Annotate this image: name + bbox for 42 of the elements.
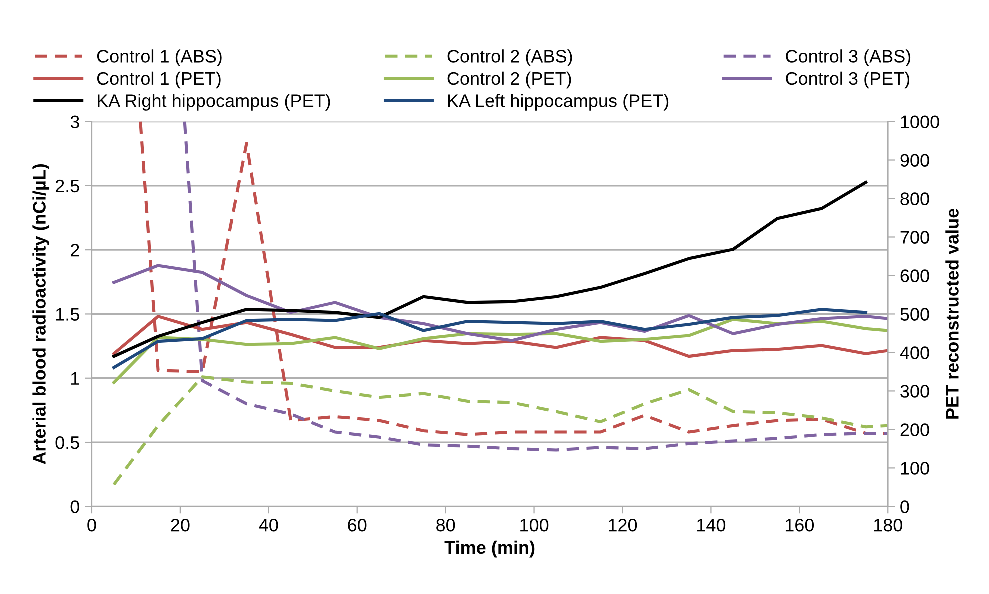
legend-label: KA Right hippocampus (PET) bbox=[98, 94, 330, 111]
y-tick-label: 3 bbox=[70, 116, 80, 128]
line-series bbox=[112, 308, 868, 370]
y-tick-label: 2 bbox=[71, 244, 80, 257]
x-tick-label: 100 bbox=[520, 518, 549, 532]
legend-label: Control 1 (PET) bbox=[97, 72, 221, 89]
y-axis-title: Arterial blood radioactivity (nCi/µL) bbox=[32, 164, 50, 464]
y2-tick-label: 900 bbox=[900, 154, 930, 167]
legend-label: Control 3 (ABS) bbox=[786, 50, 911, 66]
legend-label: Control 2 (PET) bbox=[448, 72, 572, 89]
y2-tick-label: 500 bbox=[900, 308, 930, 321]
y-tick-label: 0.5 bbox=[56, 436, 80, 450]
y-tick-label: 1 bbox=[72, 372, 80, 385]
y2-tick-label: 1000 bbox=[901, 116, 940, 128]
y2-tick-label: 400 bbox=[900, 346, 930, 360]
y-tick-label: 2.5 bbox=[56, 180, 80, 193]
y2-tick-label: 0 bbox=[900, 500, 910, 514]
x-tick-label: 180 bbox=[874, 518, 902, 532]
x-tick-label: 120 bbox=[609, 518, 638, 532]
y2-tick-label: 700 bbox=[900, 231, 930, 244]
y-tick-label: 1.5 bbox=[56, 308, 80, 321]
x-axis-title: Time (min) bbox=[444, 540, 535, 558]
x-tick-label: 0 bbox=[88, 518, 96, 532]
legend-label: KA Left hippocampus (PET) bbox=[448, 94, 669, 111]
y-tick-label: 0 bbox=[70, 500, 80, 514]
legend-label: Control 3 (PET) bbox=[786, 72, 910, 89]
y2-tick-label: 200 bbox=[900, 424, 930, 436]
x-tick-label: 160 bbox=[786, 518, 814, 532]
line-series bbox=[112, 376, 888, 486]
x-tick-label: 60 bbox=[348, 518, 367, 532]
y2-tick-label: 800 bbox=[900, 192, 930, 206]
y2-tick-label: 300 bbox=[900, 385, 930, 398]
x-tick-label: 80 bbox=[436, 518, 456, 532]
y2-tick-label: 100 bbox=[901, 462, 930, 475]
legend-label: Control 2 (ABS) bbox=[448, 50, 572, 66]
x-tick-label: 20 bbox=[171, 518, 190, 532]
legend-label: Control 1 (ABS) bbox=[97, 50, 222, 66]
y2-tick-label: 600 bbox=[900, 270, 930, 282]
line-series bbox=[112, 181, 868, 358]
x-tick-label: 140 bbox=[698, 518, 726, 532]
y2-axis-title: PET reconstructed value bbox=[946, 208, 959, 419]
x-tick-label: 40 bbox=[259, 518, 278, 532]
